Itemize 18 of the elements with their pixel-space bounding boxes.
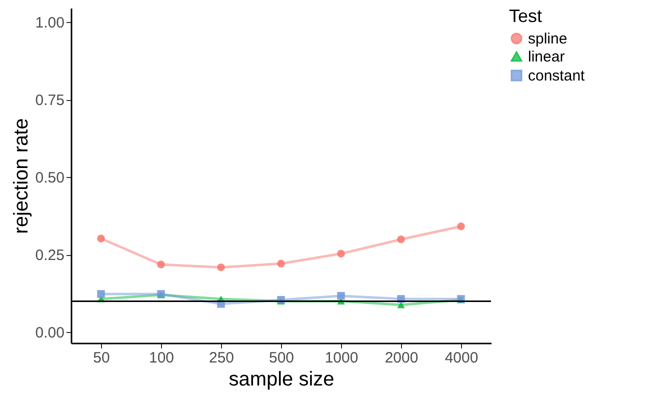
y-tick-label: 0.25	[35, 247, 64, 264]
x-tick-label: 250	[208, 350, 234, 366]
x-tick-label: 2000	[384, 350, 418, 366]
x-axis-title: sample size	[228, 368, 334, 390]
x-tick-label: 1000	[324, 350, 358, 366]
y-axis-title: rejection rate	[10, 118, 32, 234]
legend-label: spline	[528, 30, 568, 48]
x-tick-label: 4000	[444, 350, 478, 366]
y-tick-label: 0.00	[35, 324, 64, 342]
x-tick-label: 100	[148, 350, 174, 366]
y-tick-label: 1.00	[35, 14, 64, 32]
x-tick-label: 500	[268, 350, 294, 366]
y-tick-label: 0.50	[35, 170, 64, 187]
y-tick-label: 0.75	[35, 92, 64, 110]
legend-label: constant	[528, 68, 586, 84]
legend-title: Test	[509, 6, 542, 26]
legend-label: linear	[528, 48, 565, 66]
x-tick-label: 50	[93, 350, 110, 366]
